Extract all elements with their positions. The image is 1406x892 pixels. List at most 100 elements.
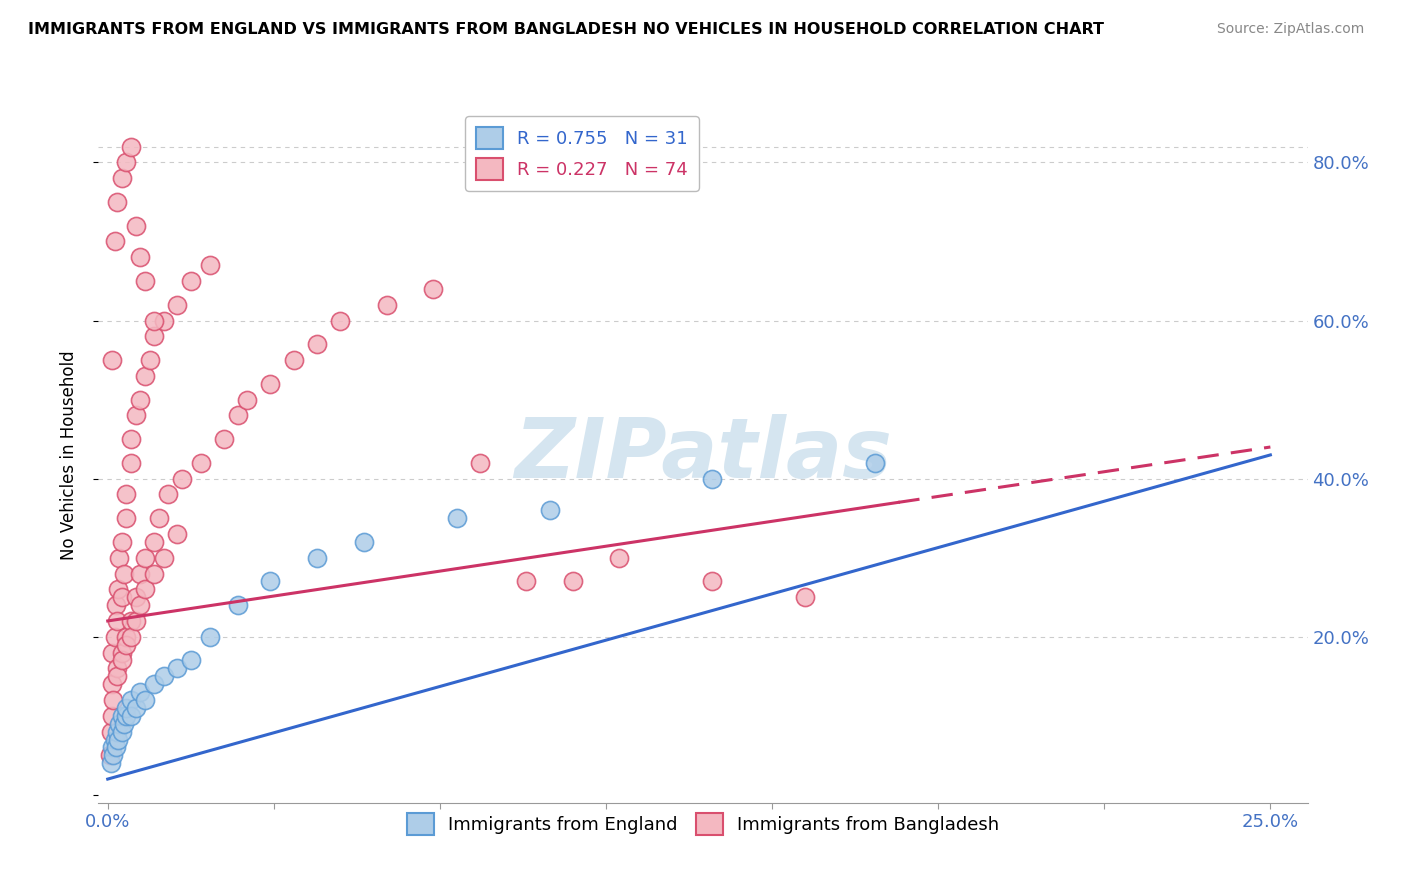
Point: [105, 669, 128, 683]
Point: [100, 756, 122, 771]
Point: [538, 503, 561, 517]
Point: [112, 566, 135, 581]
Point: [422, 282, 444, 296]
Point: [226, 598, 249, 612]
Point: [120, 693, 142, 707]
Point: [103, 693, 125, 707]
Point: [446, 511, 468, 525]
Point: [190, 456, 212, 470]
Point: [115, 708, 138, 723]
Point: [108, 550, 131, 565]
Point: [134, 693, 156, 707]
Point: [111, 724, 134, 739]
Point: [120, 139, 142, 153]
Point: [129, 566, 152, 581]
Point: [152, 669, 174, 683]
Point: [124, 591, 146, 605]
Point: [98, 748, 121, 763]
Point: [794, 591, 817, 605]
Point: [212, 432, 235, 446]
Point: [120, 614, 142, 628]
Point: [124, 701, 146, 715]
Point: [863, 456, 886, 470]
Point: [129, 598, 152, 612]
Point: [111, 171, 134, 186]
Point: [134, 582, 156, 597]
Point: [259, 376, 281, 391]
Point: [561, 574, 583, 589]
Point: [283, 353, 305, 368]
Point: [115, 511, 138, 525]
Point: [111, 646, 134, 660]
Point: [104, 732, 127, 747]
Point: [129, 392, 152, 407]
Point: [305, 337, 328, 351]
Point: [129, 250, 152, 264]
Point: [115, 630, 138, 644]
Legend: Immigrants from England, Immigrants from Bangladesh: Immigrants from England, Immigrants from…: [399, 806, 1007, 842]
Point: [101, 708, 124, 723]
Point: [166, 298, 188, 312]
Point: [111, 708, 134, 723]
Point: [143, 313, 166, 327]
Point: [120, 456, 142, 470]
Point: [138, 353, 160, 368]
Point: [104, 630, 127, 644]
Point: [103, 748, 125, 763]
Point: [101, 677, 124, 691]
Point: [375, 298, 398, 312]
Point: [115, 155, 138, 169]
Y-axis label: No Vehicles in Household: No Vehicles in Household: [59, 350, 77, 560]
Point: [101, 353, 124, 368]
Point: [152, 313, 174, 327]
Point: [111, 534, 134, 549]
Point: [105, 740, 128, 755]
Point: [226, 409, 249, 423]
Point: [157, 487, 180, 501]
Point: [124, 219, 146, 233]
Point: [112, 716, 135, 731]
Point: [143, 329, 166, 343]
Text: ZIPatlas: ZIPatlas: [515, 415, 891, 495]
Point: [172, 472, 194, 486]
Point: [105, 598, 128, 612]
Point: [107, 582, 129, 597]
Point: [104, 235, 127, 249]
Point: [105, 614, 128, 628]
Point: [107, 732, 129, 747]
Point: [101, 740, 124, 755]
Point: [115, 638, 138, 652]
Point: [105, 724, 128, 739]
Point: [180, 653, 202, 667]
Point: [702, 472, 724, 486]
Point: [120, 630, 142, 644]
Point: [134, 550, 156, 565]
Point: [115, 487, 138, 501]
Point: [105, 194, 128, 209]
Point: [134, 274, 156, 288]
Point: [166, 527, 188, 541]
Point: [236, 392, 259, 407]
Point: [120, 708, 142, 723]
Point: [468, 456, 491, 470]
Point: [607, 550, 630, 565]
Text: IMMIGRANTS FROM ENGLAND VS IMMIGRANTS FROM BANGLADESH NO VEHICLES IN HOUSEHOLD C: IMMIGRANTS FROM ENGLAND VS IMMIGRANTS FR…: [28, 22, 1104, 37]
Point: [100, 724, 122, 739]
Point: [108, 716, 131, 731]
Point: [120, 432, 142, 446]
Point: [329, 313, 352, 327]
Point: [152, 550, 174, 565]
Text: Source: ZipAtlas.com: Source: ZipAtlas.com: [1216, 22, 1364, 37]
Point: [166, 661, 188, 675]
Point: [111, 591, 134, 605]
Point: [515, 574, 537, 589]
Point: [198, 258, 221, 272]
Point: [259, 574, 281, 589]
Point: [124, 409, 146, 423]
Point: [148, 511, 170, 525]
Point: [143, 566, 166, 581]
Point: [702, 574, 724, 589]
Point: [134, 368, 156, 383]
Point: [101, 646, 124, 660]
Point: [198, 630, 221, 644]
